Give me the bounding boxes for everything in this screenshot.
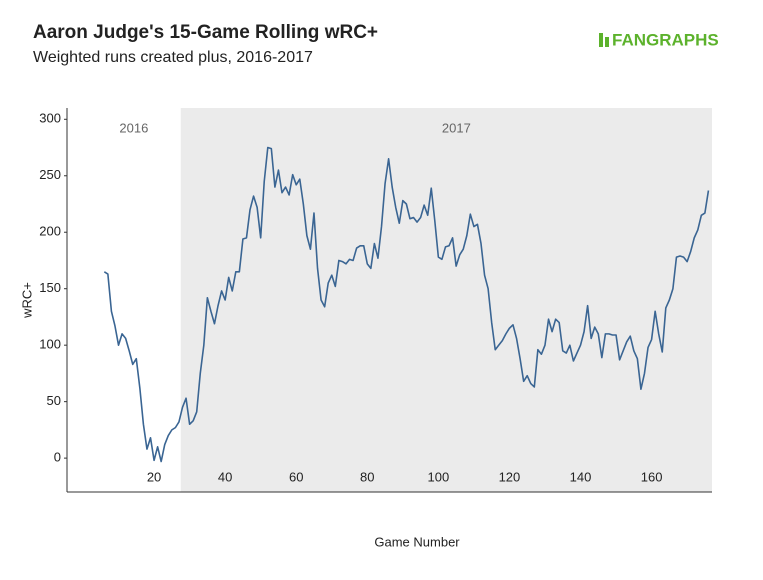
x-axis-label: Game Number: [374, 534, 460, 549]
y-tick-label: 50: [47, 393, 61, 408]
x-tick-label: 60: [289, 469, 303, 484]
x-tick-label: 100: [428, 469, 450, 484]
logo-icon: [605, 37, 609, 47]
x-tick-label: 20: [147, 469, 161, 484]
y-tick-label: 200: [39, 224, 61, 239]
region-label: 2017: [442, 120, 471, 135]
y-tick-label: 150: [39, 280, 61, 295]
x-tick-label: 160: [641, 469, 663, 484]
chart-title: Aaron Judge's 15-Game Rolling wRC+: [33, 22, 378, 43]
y-tick-label: 100: [39, 337, 61, 352]
y-axis-label: wRC+: [19, 282, 34, 319]
chart-subtitle: Weighted runs created plus, 2016-2017: [33, 49, 313, 66]
x-tick-label: 80: [360, 469, 374, 484]
region: [180, 108, 713, 492]
x-tick-label: 120: [499, 469, 521, 484]
x-tick-label: 40: [218, 469, 232, 484]
region: [67, 108, 181, 492]
y-tick-label: 0: [54, 450, 61, 465]
line: [103, 146, 710, 463]
region-label: 2016: [119, 120, 148, 135]
y-tick-label: 250: [39, 167, 61, 182]
logo: FANGRAPHS: [612, 30, 719, 49]
y-tick-label: 300: [39, 111, 61, 126]
logo-icon: [599, 33, 603, 47]
x-tick-label: 140: [570, 469, 592, 484]
